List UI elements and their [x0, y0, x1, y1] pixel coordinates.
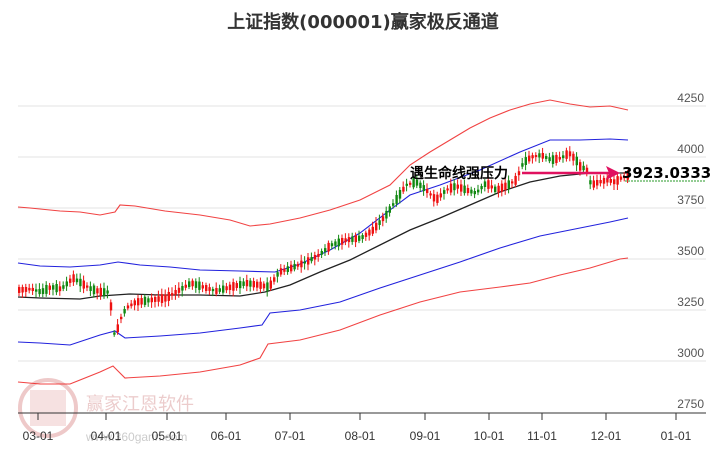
y-axis-labels: 4250 4000 3750 3500 3250 3000 2750	[677, 91, 704, 411]
x-tick-label: 06-01	[211, 429, 242, 443]
x-tick-label: 08-01	[345, 429, 376, 443]
watermark-logo-icon	[18, 378, 78, 438]
x-tick-label: 05-01	[152, 429, 183, 443]
y-tick-label: 4250	[677, 91, 704, 105]
x-tick-label: 03-01	[23, 429, 54, 443]
outer-lower-red-line	[17, 257, 629, 385]
pressure-annotation: 遇生命线强压力 3923.0333	[410, 164, 711, 182]
y-tick-label: 2750	[677, 397, 704, 411]
annotation-text: 遇生命线强压力	[410, 165, 508, 182]
y-tick-label: 3750	[677, 193, 704, 207]
x-tick-label: 12-01	[591, 429, 622, 443]
x-tick-label: 10-01	[474, 429, 505, 443]
x-tick-label: 09-01	[410, 429, 441, 443]
y-tick-label: 4000	[677, 142, 704, 156]
x-tick-label: 04-01	[91, 429, 122, 443]
outer-upper-red-line	[17, 99, 629, 227]
gridlines	[18, 105, 706, 362]
chart-title: 上证指数(000001)赢家极反通道	[227, 12, 499, 33]
channel-bands	[17, 99, 629, 385]
x-tick-label: 01-01	[661, 429, 692, 443]
watermark-brand: 赢家江恩软件	[86, 393, 194, 415]
price-label: 3923.0333	[622, 164, 711, 182]
x-tick-label: 11-01	[527, 429, 557, 443]
x-tick-label: 07-01	[275, 429, 306, 443]
watermark-url: www.360gann.com	[85, 430, 187, 444]
arrow-right-icon	[606, 166, 620, 180]
candlesticks	[18, 146, 629, 337]
watermark: 赢家江恩软件 www.360gann.com	[18, 378, 194, 444]
inner-lower-blue-line	[17, 217, 629, 346]
x-axis: 03-01 04-01 05-01 06-01 07-01 08-01 09-01 10-01…	[18, 412, 706, 443]
lifeline-black-line	[17, 172, 628, 300]
y-tick-label: 3250	[677, 295, 704, 309]
y-tick-label: 3000	[677, 346, 704, 360]
y-tick-label: 3500	[677, 244, 704, 258]
